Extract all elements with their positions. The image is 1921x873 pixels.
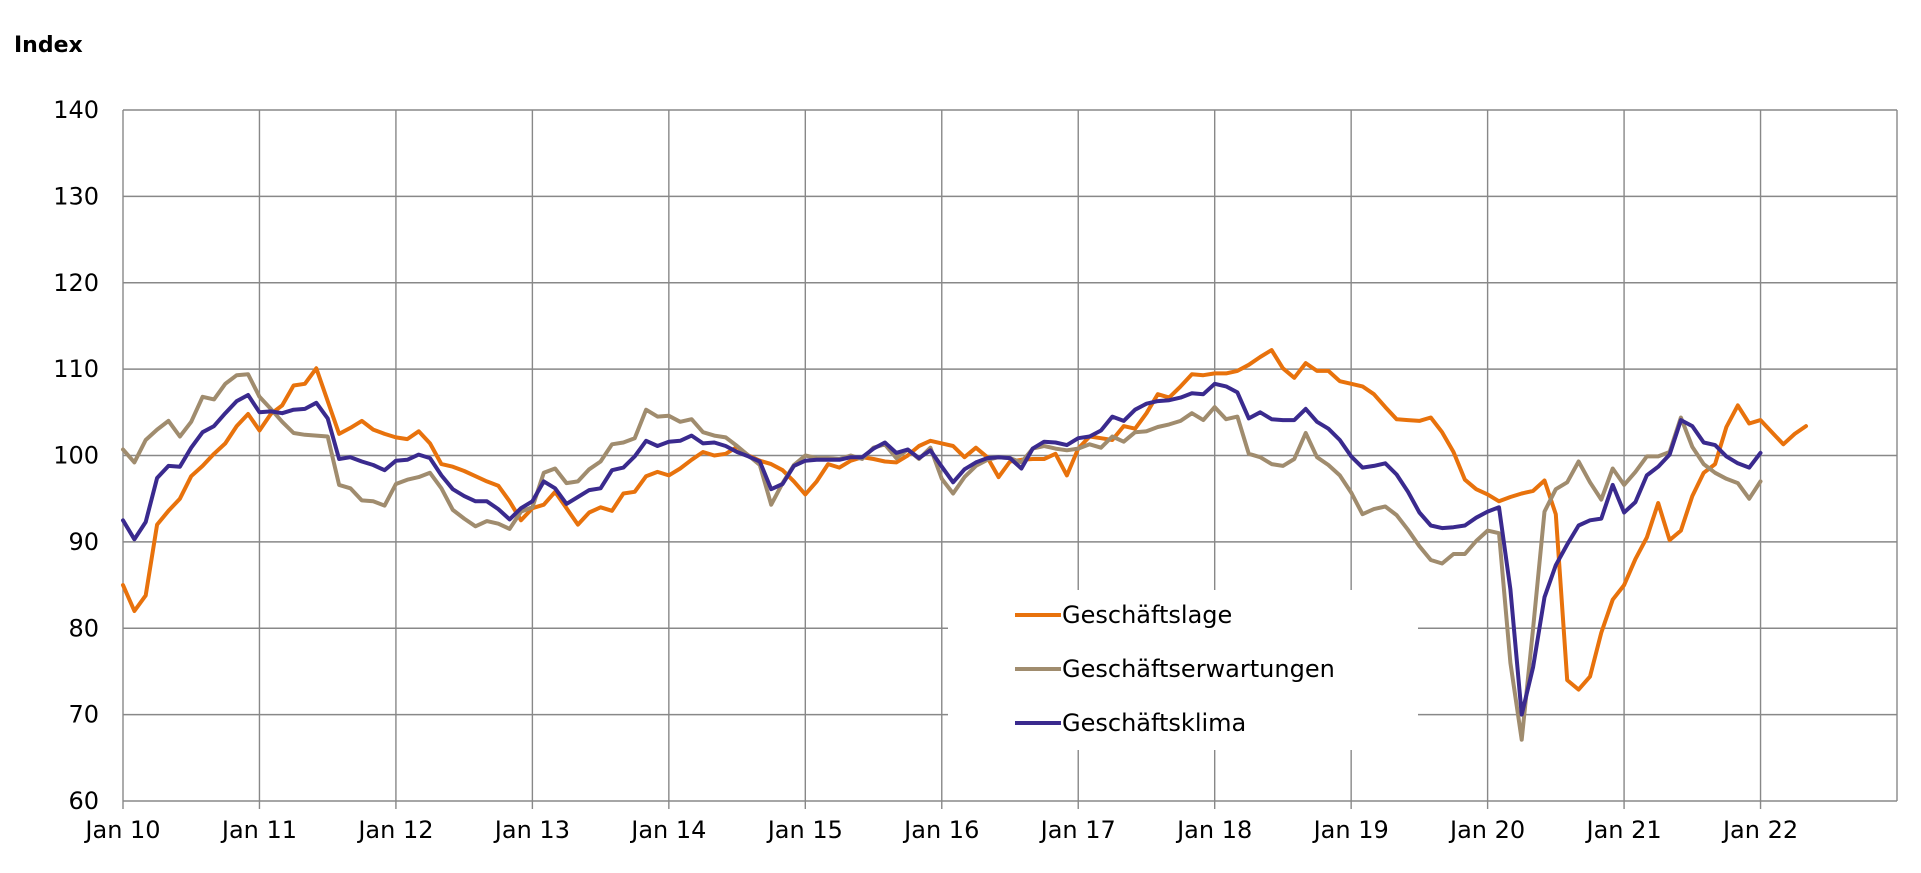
x-tick-label: Jan 16 bbox=[902, 816, 979, 844]
x-tick-label: Jan 15 bbox=[766, 816, 843, 844]
x-tick-label: Jan 10 bbox=[83, 816, 160, 844]
series-line-1 bbox=[121, 348, 1808, 692]
y-tick-label: 100 bbox=[53, 442, 99, 470]
y-tick-label: 90 bbox=[68, 528, 99, 556]
x-tick-label: Jan 18 bbox=[1175, 816, 1252, 844]
y-tick-label: 120 bbox=[53, 269, 99, 297]
x-tick-label: Jan 19 bbox=[1312, 816, 1389, 844]
legend-label: Geschäftslage bbox=[1062, 601, 1232, 629]
x-tick-label: Jan 21 bbox=[1584, 816, 1661, 844]
x-tick-label: Jan 13 bbox=[493, 816, 570, 844]
x-tick-label: Jan 22 bbox=[1721, 816, 1798, 844]
y-tick-label: 70 bbox=[68, 701, 99, 729]
legend: Geschäftslage Geschäftserwartungen Geschäf… bbox=[948, 590, 1418, 750]
series-lines bbox=[121, 348, 1808, 742]
y-axis-label: Index bbox=[14, 33, 83, 58]
series-line-3 bbox=[121, 381, 1763, 717]
x-tick-label: Jan 17 bbox=[1039, 816, 1116, 844]
y-tick-label: 130 bbox=[53, 182, 99, 210]
x-tick-label: Jan 14 bbox=[629, 816, 706, 844]
x-tick-label: Jan 12 bbox=[356, 816, 433, 844]
x-tick-label: Jan 11 bbox=[220, 816, 297, 844]
legend-label: Geschäftserwartungen bbox=[1062, 655, 1335, 683]
y-tick-label: 80 bbox=[68, 614, 99, 642]
series-line-2 bbox=[121, 372, 1763, 742]
axis-ticks: 60 70 80 90 100 110 120 130 140 Jan 10 Jan 11 Jan 1… bbox=[53, 96, 1798, 844]
y-tick-label: 60 bbox=[68, 787, 99, 815]
y-tick-label: 140 bbox=[53, 96, 99, 124]
legend-label: Geschäftsklima bbox=[1062, 709, 1246, 737]
y-tick-label: 110 bbox=[53, 355, 99, 383]
x-tick-label: Jan 20 bbox=[1448, 816, 1525, 844]
grid bbox=[122, 109, 1898, 802]
